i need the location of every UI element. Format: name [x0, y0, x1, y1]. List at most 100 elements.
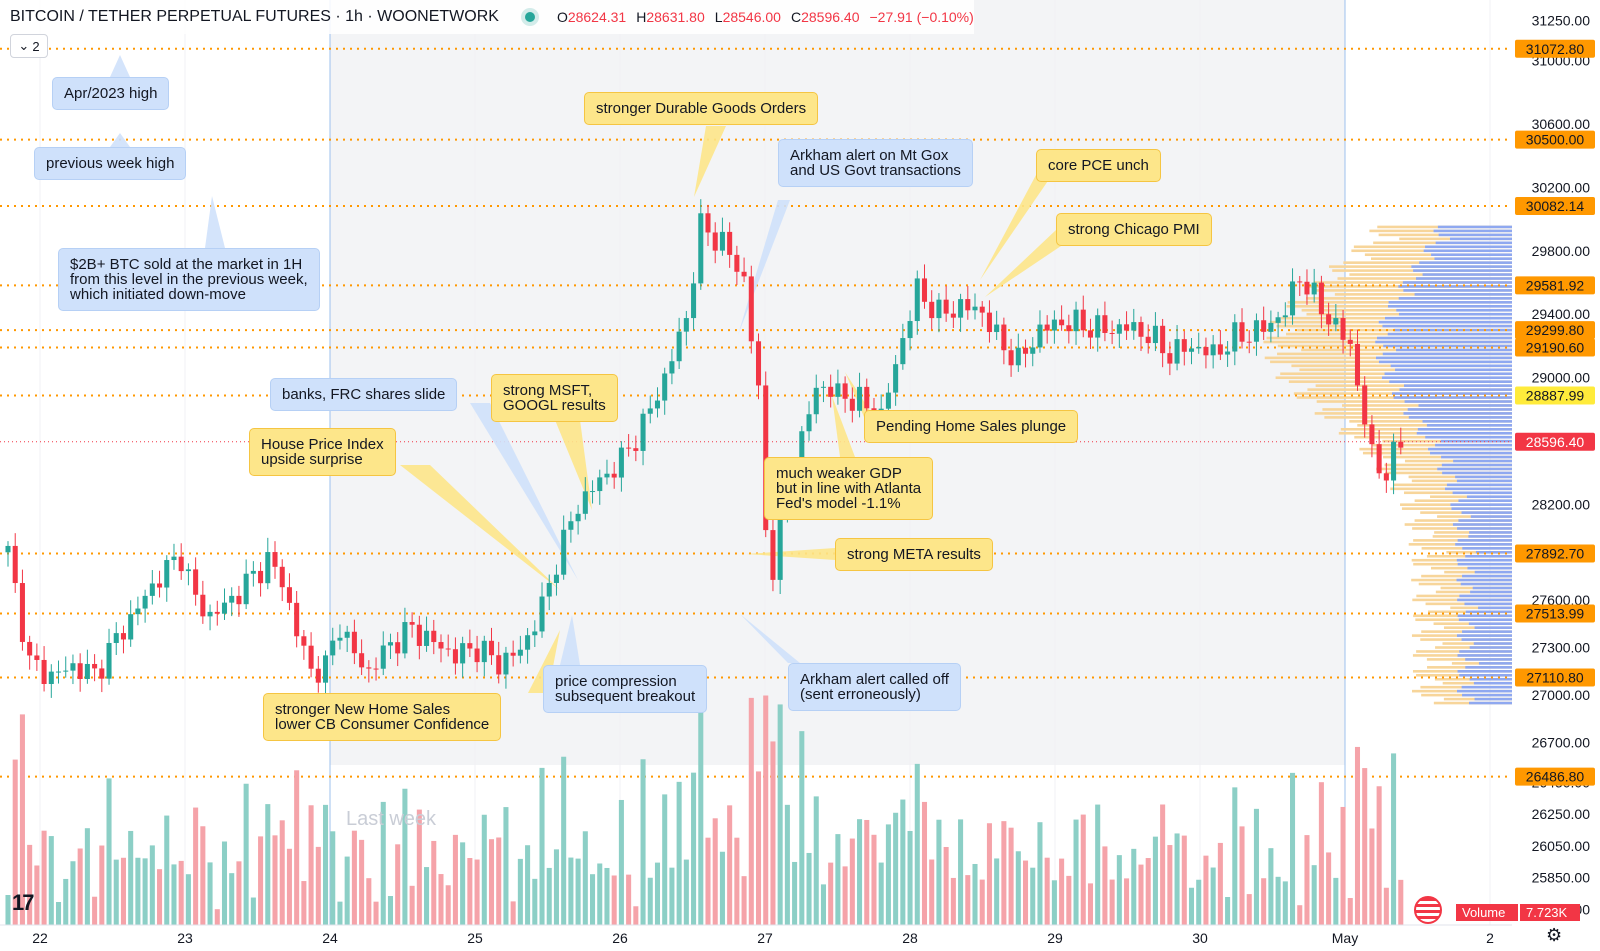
candle-body: [1369, 424, 1375, 445]
annotation-callout[interactable]: stronger New Home Sales lower CB Consume…: [263, 693, 502, 741]
volume-bar: [467, 857, 473, 925]
us-flag-icon[interactable]: [1414, 896, 1442, 924]
volume-bar: [207, 862, 213, 925]
annotation-callout[interactable]: $2B+ BTC sold at the market in 1H from t…: [58, 248, 320, 311]
volume-bar: [445, 885, 451, 925]
low-label: L: [714, 9, 723, 25]
annotation-callout[interactable]: price compression subsequent breakout: [543, 665, 708, 713]
profile-bar-inner: [1433, 229, 1512, 233]
candle-body: [770, 530, 776, 580]
candle-body: [359, 653, 365, 668]
profile-bar-inner: [1449, 237, 1512, 241]
annotation-callout[interactable]: Arkham alert called off (sent erroneousl…: [788, 663, 961, 711]
volume-bar: [712, 818, 718, 925]
candle-body: [5, 545, 11, 553]
volume-value-tag: 7.723K: [1520, 904, 1580, 921]
candle-body: [128, 614, 134, 640]
candle-body: [1362, 385, 1368, 425]
volume-bar: [265, 804, 271, 925]
candle-body: [914, 278, 920, 322]
annotation-callout[interactable]: much weaker GDP but in line with Atlanta…: [764, 457, 934, 520]
candle-body: [55, 671, 62, 673]
annotation-callout[interactable]: previous week high: [34, 147, 187, 180]
candle-body: [1095, 315, 1101, 338]
candle-body: [1333, 318, 1339, 325]
candle-body: [488, 640, 495, 656]
volume-bar: [120, 857, 126, 925]
volume-bar: [1290, 772, 1296, 925]
annotation-callout[interactable]: strong MSFT, GOOGL results: [491, 374, 618, 422]
indicators-collapse-button[interactable]: ⌄ 2: [10, 34, 48, 58]
profile-bar-inner: [1467, 566, 1512, 570]
profile-bar-inner: [1459, 650, 1512, 653]
volume-bar: [647, 877, 653, 925]
profile-bar-inner: [1393, 396, 1512, 399]
candle-body: [34, 655, 40, 660]
symbol-title[interactable]: BITCOIN / TETHER PERPETUAL FUTURES · 1h …: [10, 8, 499, 25]
volume-bar: [994, 858, 1000, 925]
candle-body: [380, 645, 386, 669]
volume-bar: [525, 845, 531, 925]
candle-body: [755, 341, 762, 386]
candle-body: [1116, 324, 1122, 334]
profile-bar-inner: [1459, 673, 1512, 677]
volume-bar: [315, 846, 321, 925]
volume-bar: [178, 860, 184, 925]
profile-bar-inner: [1478, 606, 1512, 610]
annotation-callout[interactable]: Arkham alert on Mt Gox and US Govt trans…: [778, 139, 973, 187]
gear-icon[interactable]: ⚙: [1546, 925, 1563, 945]
volume-bar: [1160, 804, 1166, 925]
candle-body: [200, 594, 206, 617]
volume-bar: [546, 867, 552, 925]
candle-body: [1008, 350, 1014, 366]
profile-bar-inner: [1392, 392, 1512, 395]
candle-body: [481, 640, 487, 663]
volume-bar: [135, 857, 141, 925]
profile-bar-inner: [1473, 642, 1512, 645]
candle-body: [568, 521, 574, 530]
candle-body: [1152, 325, 1158, 344]
annotation-callout[interactable]: House Price Index upside surprise: [249, 428, 396, 476]
annotation-callout[interactable]: strong META results: [835, 538, 993, 571]
volume-bar: [1203, 855, 1209, 925]
volume-bar: [1001, 821, 1007, 925]
volume-bar: [1282, 881, 1288, 925]
candle-body: [1217, 344, 1223, 355]
connector: [205, 196, 225, 248]
candle-body: [323, 655, 329, 683]
y-tick-label: 29800.00: [1532, 243, 1591, 259]
annotation-callout[interactable]: strong Chicago PMI: [1056, 213, 1212, 246]
volume-bar: [1008, 827, 1014, 925]
volume-bar: [1023, 860, 1029, 925]
volume-bar: [1109, 879, 1115, 925]
y-tick-label: 26050.00: [1532, 838, 1591, 854]
candle-body: [1376, 444, 1382, 474]
volume-bar: [424, 867, 430, 925]
annotation-callout[interactable]: banks, FRC shares slide: [270, 378, 458, 411]
volume-bar: [965, 875, 971, 925]
candle-body: [250, 570, 256, 574]
candle-body: [1138, 322, 1144, 337]
profile-bar-inner: [1440, 439, 1512, 443]
volume-bar: [972, 863, 978, 925]
volume-bar: [914, 763, 920, 925]
annotation-callout[interactable]: stronger Durable Goods Orders: [584, 92, 819, 125]
candle-body: [41, 659, 47, 685]
profile-bar-inner: [1462, 574, 1512, 578]
annotation-callout[interactable]: Pending Home Sales plunge: [864, 410, 1079, 443]
candle-body: [626, 447, 632, 449]
profile-bar-inner: [1398, 297, 1512, 300]
candle-body: [597, 477, 603, 492]
annotation-callout[interactable]: core PCE unch: [1036, 149, 1161, 182]
candle-body: [712, 232, 718, 251]
volume-bar: [409, 885, 415, 925]
candle-body: [1059, 319, 1065, 326]
candle-body: [1124, 324, 1130, 331]
profile-bar-inner: [1435, 241, 1512, 245]
volume-bar: [857, 819, 863, 925]
candle-body: [178, 556, 184, 572]
profile-bar-inner: [1441, 463, 1512, 467]
candle-body: [561, 529, 567, 575]
annotation-callout[interactable]: Apr/2023 high: [52, 77, 170, 110]
profile-bar-inner: [1437, 225, 1512, 229]
